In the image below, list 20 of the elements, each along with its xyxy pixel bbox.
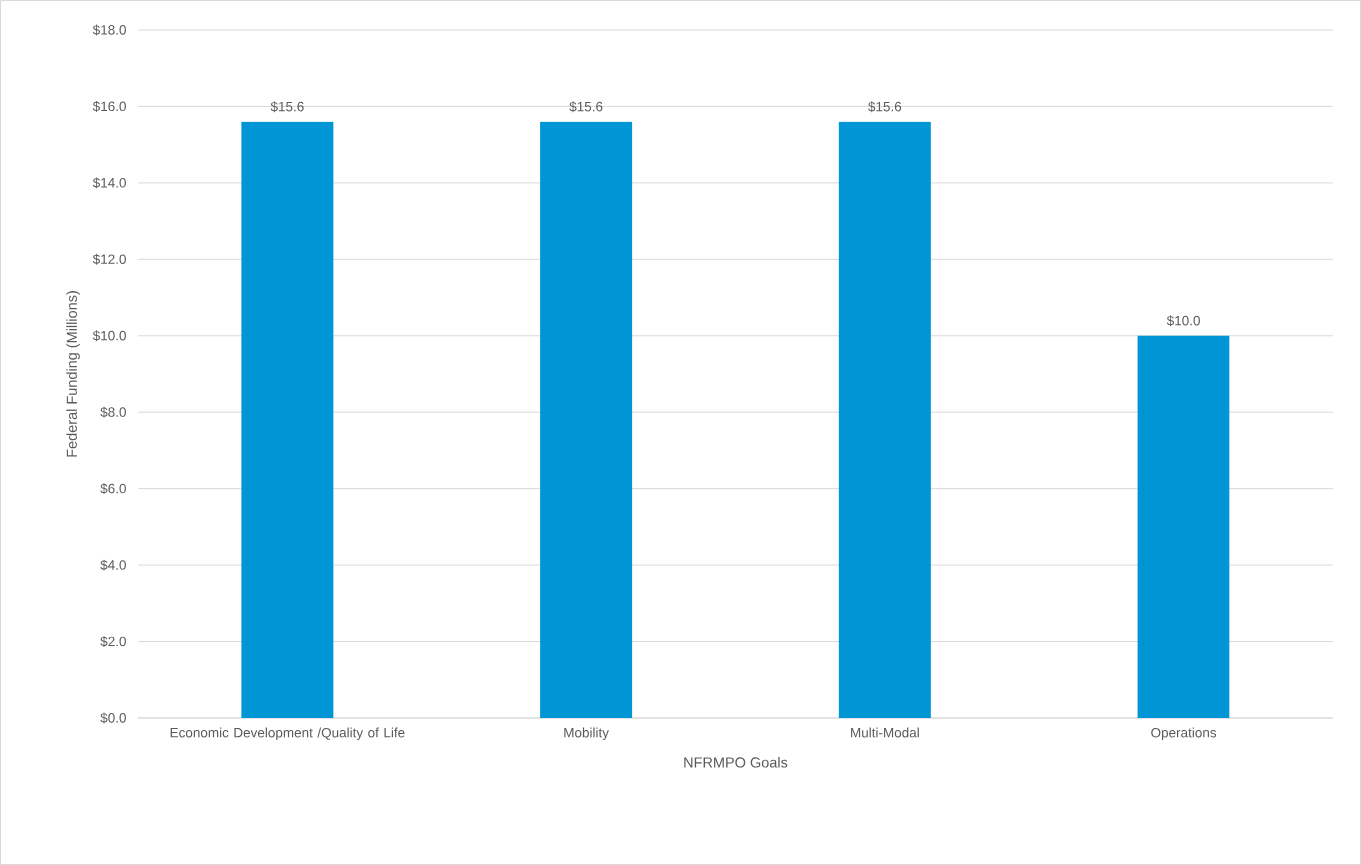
y-tick-label: $16.0: [92, 100, 126, 112]
y-tick-label: $2.0: [100, 636, 126, 648]
y-axis-title: Federal Funding (Millions): [66, 291, 80, 457]
x-tick-label: Mobility: [564, 727, 609, 741]
x-tick-label: Multi-Modal: [851, 727, 919, 738]
y-tick-label: $12.0: [92, 253, 126, 265]
data-label: $10.0: [1166, 315, 1200, 327]
data-label: $15.6: [270, 101, 304, 113]
x-tick-label: Operations: [1151, 727, 1217, 741]
y-tick-label: $6.0: [100, 483, 126, 495]
data-label: $15.6: [569, 101, 603, 113]
y-tick-label: $8.0: [100, 406, 126, 418]
y-tick-label: $0.0: [100, 712, 126, 724]
y-tick-label: $4.0: [100, 559, 126, 571]
y-tick-label: $18.0: [92, 24, 126, 36]
data-label: $15.6: [868, 101, 902, 113]
x-axis-title: NFRMPO Goals: [684, 756, 788, 768]
y-tick-label: $10.0: [92, 330, 126, 342]
y-tick-label: $14.0: [92, 177, 126, 189]
x-tick-label: Economic Development /Quality of Life: [170, 727, 405, 741]
